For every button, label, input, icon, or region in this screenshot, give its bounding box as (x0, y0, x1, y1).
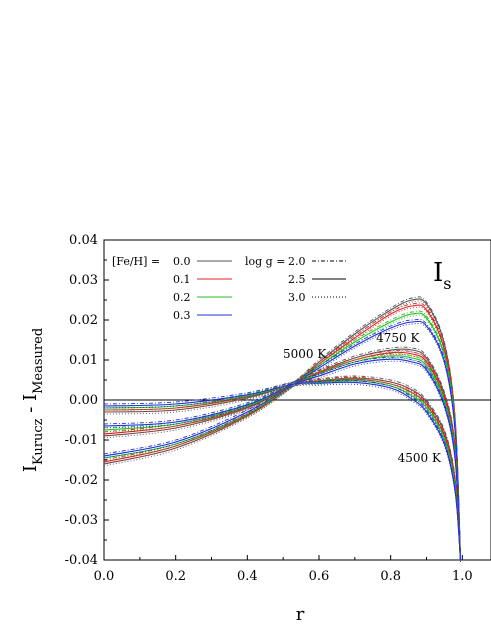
x-tick-label: 0.8 (380, 569, 401, 584)
series-line (103, 348, 462, 561)
legend-feh-label: 0.1 (173, 273, 191, 286)
series-line (103, 379, 461, 559)
annotations: 5000 K 4750 K 4500 K (283, 331, 442, 465)
y-tick-label: -0.02 (65, 473, 98, 488)
legend-feh-label: 0.3 (173, 309, 191, 322)
y-axis-label: IKurucz - IMeasured (20, 328, 46, 472)
legend-feh-label: 0.0 (173, 255, 191, 268)
curve-bundles (103, 296, 462, 563)
temperature-annotation: 5000 K (283, 347, 327, 361)
series-line (103, 351, 462, 561)
series-line (103, 355, 462, 561)
x-axis: 0.0 0.2 0.4 0.6 0.8 1.0 (94, 555, 473, 584)
y-tick-label: 0.04 (69, 233, 98, 248)
series-line (103, 381, 462, 561)
series-line (103, 378, 461, 559)
series-line (103, 314, 461, 563)
series-line (103, 306, 461, 563)
y-tick-label: 0.03 (69, 273, 98, 288)
legend-logg-label: 2.0 (288, 255, 306, 268)
legend-logg-heading: log g = (245, 255, 285, 268)
series-line (103, 376, 461, 559)
series-line (103, 322, 461, 563)
temperature-annotation: 4500 K (398, 451, 442, 465)
series-line (103, 360, 461, 563)
series-line (103, 304, 462, 561)
series-line (103, 320, 462, 561)
x-tick-label: 1.0 (452, 569, 473, 584)
series-line (103, 379, 461, 563)
series-line (103, 380, 461, 563)
series-line (103, 375, 461, 559)
y-tick-label: 0.02 (69, 313, 98, 328)
series-line (103, 357, 461, 563)
legend-feh-label: 0.2 (173, 291, 191, 304)
series-line (103, 349, 461, 559)
legend-logg-label: 3.0 (288, 291, 306, 304)
y-tick-label: -0.04 (65, 553, 98, 568)
series-line (103, 356, 461, 559)
legend-feh-heading: [Fe/H] = (112, 255, 160, 268)
legend-logg-label: 2.5 (288, 273, 306, 286)
y-tick-label: -0.03 (65, 513, 98, 528)
legend: [Fe/H] = 0.0 0.1 0.2 0.3 log g = 2.0 2.5 3.0 (112, 255, 346, 322)
plot-area (103, 239, 491, 563)
x-tick-label: 0.6 (309, 569, 330, 584)
y-tick-label: 0.00 (69, 393, 98, 408)
x-axis-label: r (296, 604, 305, 625)
series-line (103, 377, 462, 561)
y-tick-label: 0.01 (69, 353, 98, 368)
series-line (103, 380, 462, 561)
x-tick-label: 0.0 (94, 569, 115, 584)
series-line (103, 378, 462, 561)
series-line (103, 350, 461, 563)
y-axis: -0.04 -0.03 -0.02 -0.01 0.00 0.01 0.02 0.03 0.04 (65, 233, 109, 568)
series-line (103, 353, 461, 559)
temperature-annotation: 4750 K (376, 331, 420, 345)
x-tick-label: 0.4 (237, 569, 258, 584)
y-tick-label: -0.01 (65, 433, 98, 448)
panel-label: Is (433, 258, 452, 293)
x-tick-label: 0.2 (165, 569, 186, 584)
series-line (103, 358, 462, 561)
series-line (103, 353, 461, 563)
